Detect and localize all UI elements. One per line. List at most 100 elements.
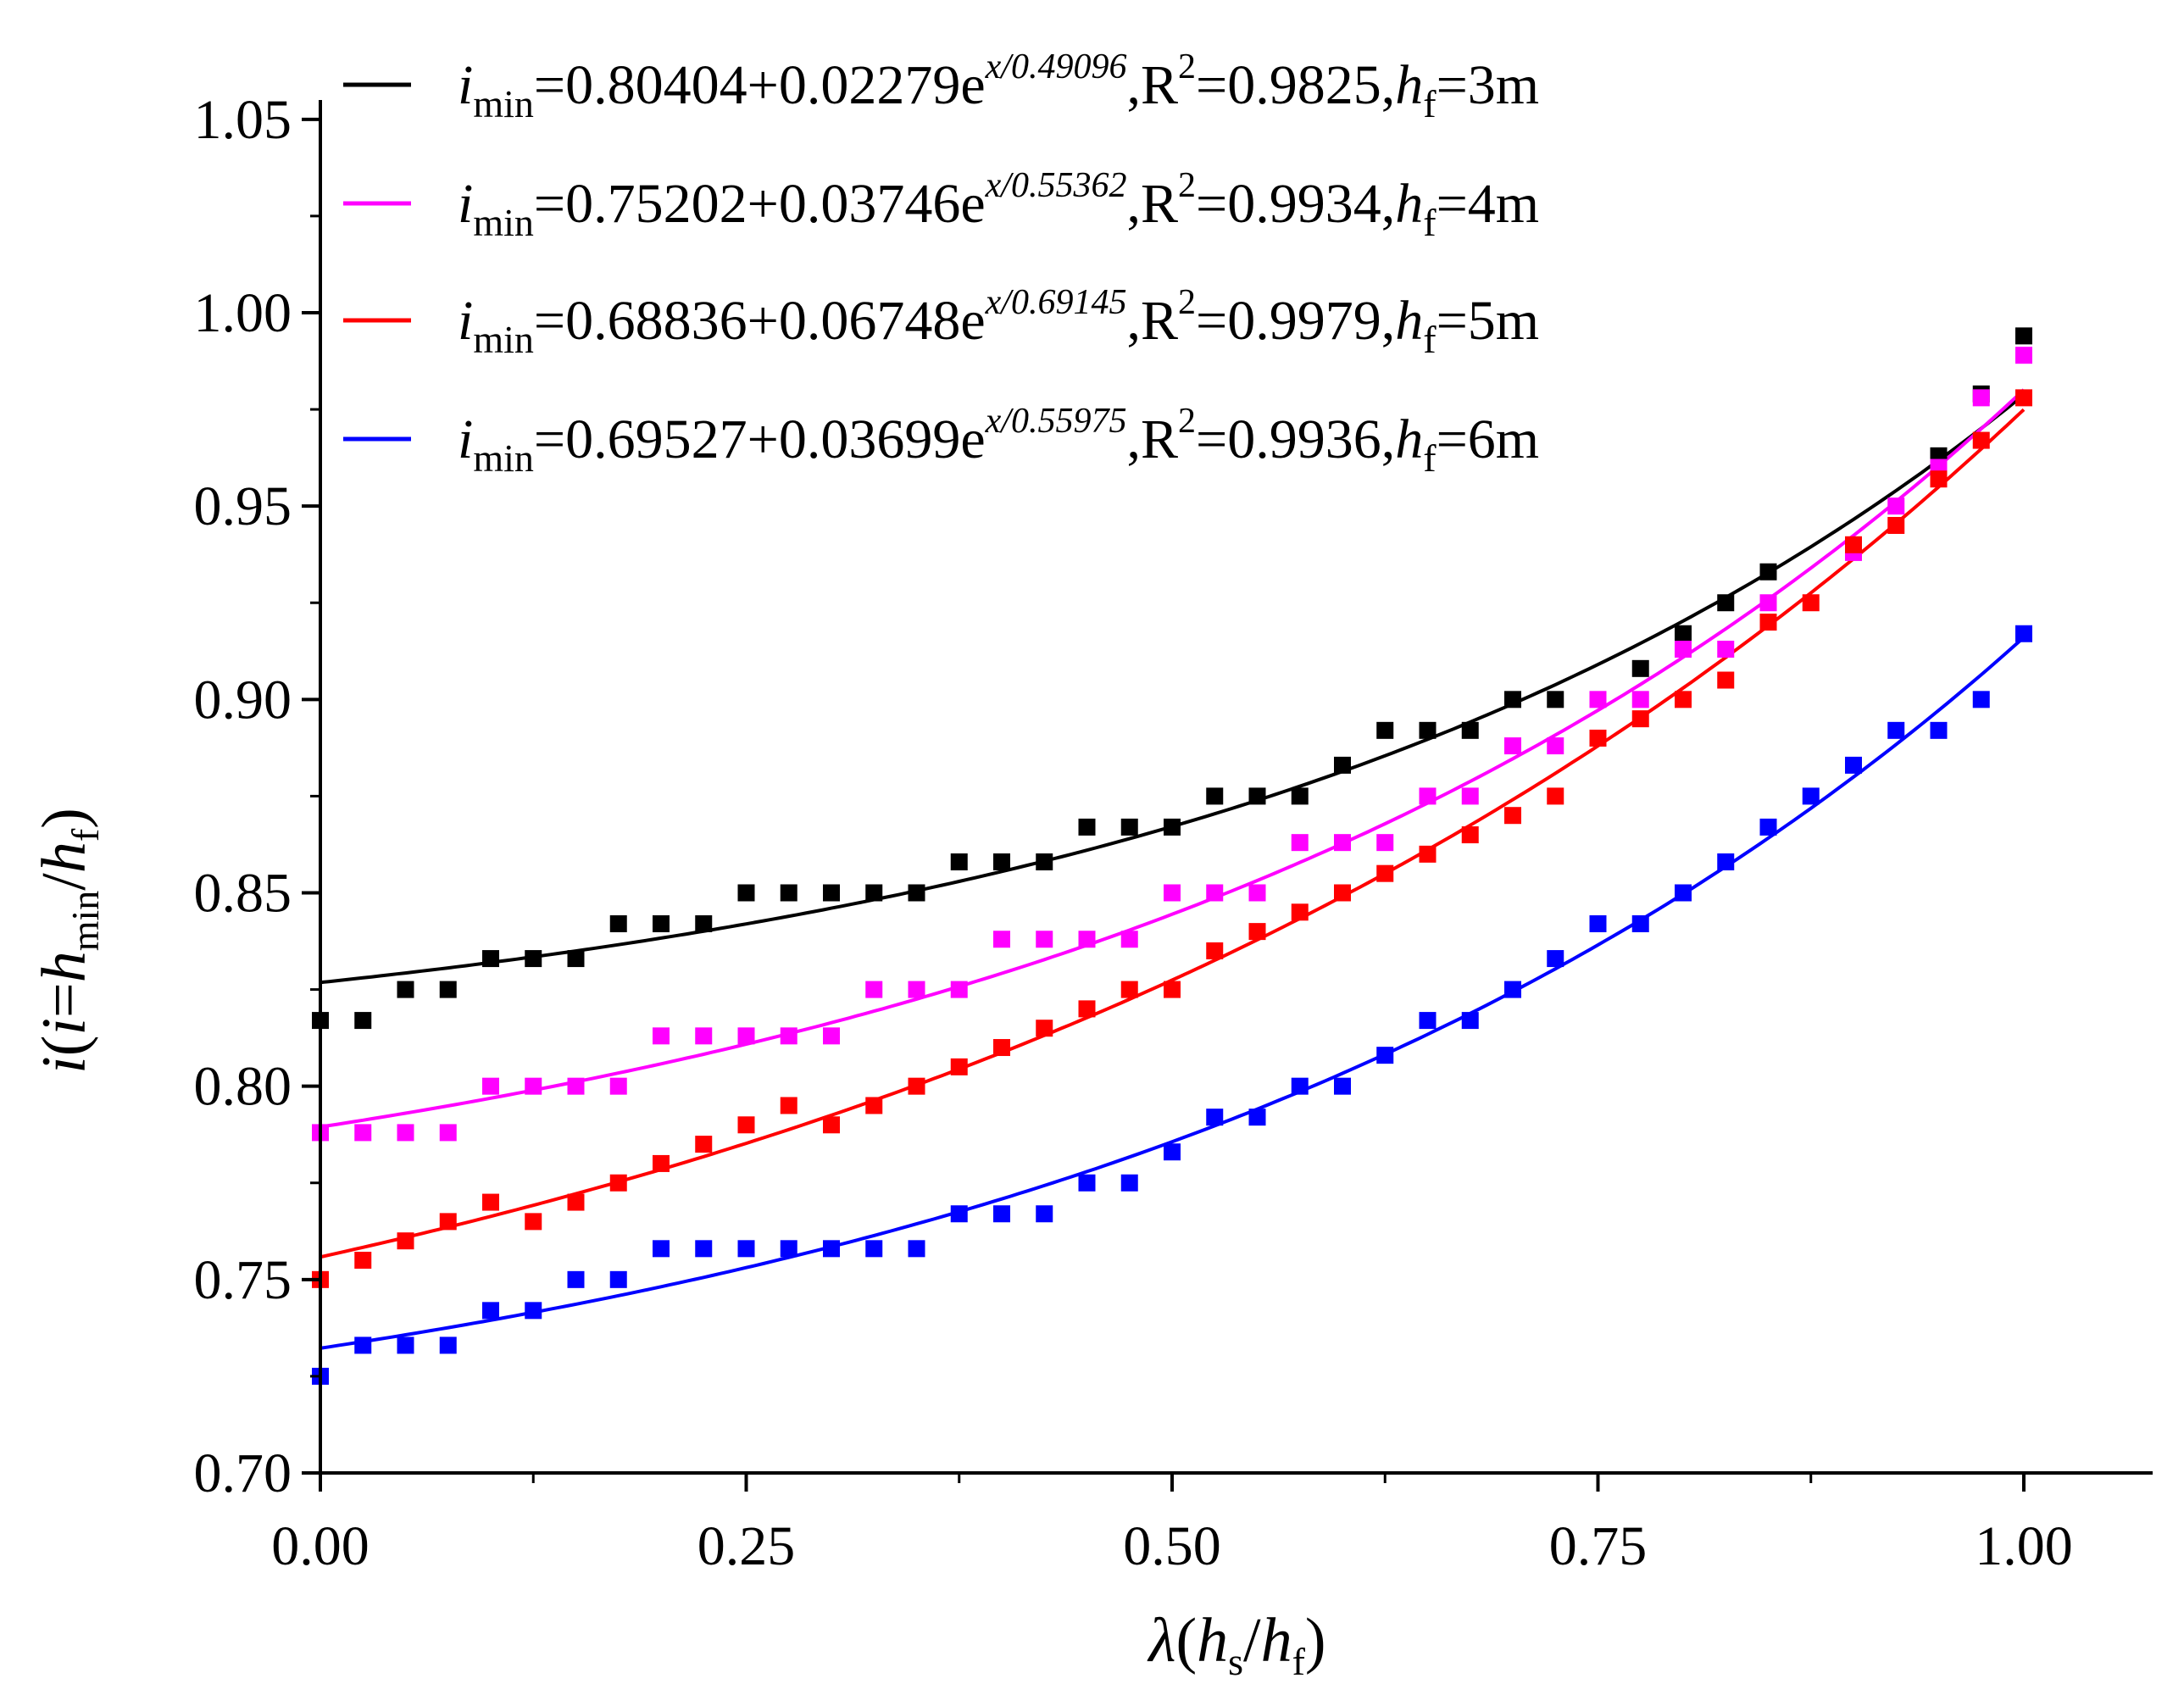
- y-tick-label: 1.00: [194, 282, 292, 344]
- data-point-hf=5m: [609, 1174, 627, 1192]
- data-point-hf=5m: [1631, 710, 1649, 728]
- data-point-hf=6m: [397, 1336, 414, 1354]
- data-point-hf=5m: [653, 1154, 670, 1172]
- data-point-hf=4m: [1972, 389, 1990, 407]
- data-point-hf=3m: [1120, 818, 1138, 836]
- data-point-hf=5m: [695, 1136, 713, 1153]
- data-point-hf=6m: [1675, 884, 1692, 902]
- x-tick-label: 0.25: [697, 1515, 796, 1577]
- data-point-hf=4m: [1589, 691, 1607, 709]
- data-point-hf=6m: [1717, 853, 1735, 870]
- data-point-hf=5m: [1802, 594, 1820, 612]
- data-point-hf=5m: [1078, 1000, 1096, 1018]
- data-point-hf=3m: [1248, 787, 1266, 805]
- x-axis-title: λ(hs/hf): [1147, 1606, 1325, 1683]
- data-point-hf=3m: [1631, 659, 1649, 677]
- x-tick-label: 0.00: [271, 1515, 370, 1577]
- legend-entry-hf4: imin=0.75202+0.03746ex/0.55362,R2=0.9934…: [343, 166, 1539, 244]
- data-point-hf=3m: [1036, 853, 1053, 870]
- data-point-hf=5m: [1845, 536, 1862, 553]
- data-point-hf=6m: [1547, 950, 1564, 968]
- data-point-hf=5m: [1248, 923, 1266, 941]
- data-point-hf=6m: [482, 1302, 499, 1320]
- data-point-hf=5m: [950, 1058, 968, 1075]
- data-point-hf=4m: [950, 981, 968, 998]
- legend-entry-hf3: imin=0.80404+0.02279ex/0.49096,R2=0.9825…: [343, 47, 1539, 125]
- legend-entry-hf6: imin=0.69527+0.03699ex/0.55975,R2=0.9936…: [343, 402, 1539, 480]
- data-point-hf=6m: [993, 1205, 1010, 1223]
- fit-line-hf=5m: [320, 408, 2026, 1259]
- legend-label-hf6: imin=0.69527+0.03699ex/0.55975,R2=0.9936…: [458, 402, 1539, 480]
- data-point-hf=5m: [1675, 691, 1692, 709]
- data-point-hf=3m: [2015, 327, 2032, 345]
- data-point-hf=4m: [865, 981, 883, 998]
- data-point-hf=6m: [1164, 1143, 1181, 1161]
- data-markers: [312, 327, 2032, 1385]
- y-title-close: ): [30, 808, 99, 829]
- data-point-hf=3m: [780, 884, 797, 902]
- data-point-hf=4m: [1036, 931, 1053, 948]
- data-point-hf=4m: [1675, 641, 1692, 658]
- data-point-hf=3m: [993, 853, 1010, 870]
- data-point-hf=4m: [525, 1077, 542, 1095]
- data-point-hf=5m: [354, 1252, 372, 1270]
- data-point-hf=4m: [2015, 347, 2032, 364]
- data-point-hf=6m: [1759, 818, 1777, 836]
- data-point-hf=4m: [695, 1027, 713, 1045]
- legend-label-hf3: imin=0.80404+0.02279ex/0.49096,R2=0.9825…: [458, 47, 1539, 125]
- data-point-hf=6m: [567, 1270, 585, 1288]
- data-point-hf=6m: [354, 1336, 372, 1354]
- data-point-hf=6m: [653, 1240, 670, 1258]
- data-point-hf=5m: [1972, 431, 1990, 449]
- y-title-f-sub: f: [64, 828, 107, 842]
- data-point-hf=6m: [1461, 1012, 1479, 1030]
- data-point-hf=6m: [1206, 1109, 1224, 1126]
- data-point-hf=6m: [609, 1270, 627, 1288]
- data-point-hf=5m: [1461, 826, 1479, 844]
- data-point-hf=3m: [737, 884, 755, 902]
- data-point-hf=4m: [482, 1077, 499, 1095]
- fit-line-hf=6m: [320, 636, 2026, 1350]
- fit-line-hf=4m: [320, 388, 2026, 1129]
- data-point-hf=4m: [1759, 594, 1777, 612]
- x-title-lambda: λ: [1147, 1606, 1175, 1675]
- y-title-eq: =: [30, 982, 99, 1018]
- data-point-hf=4m: [1164, 884, 1181, 902]
- data-point-hf=6m: [1376, 1047, 1394, 1064]
- data-point-hf=5m: [482, 1193, 499, 1211]
- data-point-hf=6m: [1078, 1174, 1096, 1192]
- data-point-hf=3m: [1078, 818, 1096, 836]
- data-point-hf=6m: [1120, 1174, 1138, 1192]
- y-axis-title: i(i=hmin/hf): [30, 808, 107, 1074]
- x-tick-label: 0.50: [1123, 1515, 1221, 1577]
- data-point-hf=3m: [1759, 563, 1777, 581]
- data-point-hf=4m: [397, 1124, 414, 1142]
- legend-entry-hf5: imin=0.68836+0.06748ex/0.69145,R2=0.9979…: [343, 283, 1539, 361]
- data-point-hf=6m: [737, 1240, 755, 1258]
- data-point-hf=5m: [397, 1232, 414, 1250]
- data-point-hf=4m: [1248, 884, 1266, 902]
- data-point-hf=3m: [1547, 691, 1564, 709]
- data-point-hf=4m: [567, 1077, 585, 1095]
- y-tick-label: 0.80: [194, 1056, 292, 1118]
- data-point-hf=4m: [1419, 787, 1437, 805]
- legend: imin=0.80404+0.02279ex/0.49096,R2=0.9825…: [343, 47, 1539, 480]
- y-title-h: h: [30, 951, 99, 982]
- data-point-hf=3m: [609, 915, 627, 932]
- data-point-hf=3m: [439, 981, 457, 998]
- data-point-hf=3m: [397, 981, 414, 998]
- y-title-open: (: [30, 1036, 99, 1057]
- data-point-hf=6m: [1802, 787, 1820, 805]
- x-tick-label: 0.75: [1549, 1515, 1648, 1577]
- data-point-hf=4m: [908, 981, 925, 998]
- data-point-hf=4m: [1717, 641, 1735, 658]
- data-point-hf=5m: [2015, 389, 2032, 407]
- data-point-hf=6m: [695, 1240, 713, 1258]
- legend-label-hf5: imin=0.68836+0.06748ex/0.69145,R2=0.9979…: [458, 283, 1539, 361]
- data-point-hf=4m: [1504, 737, 1521, 755]
- data-point-hf=6m: [1248, 1109, 1266, 1126]
- data-point-hf=4m: [993, 931, 1010, 948]
- data-point-hf=6m: [1631, 915, 1649, 932]
